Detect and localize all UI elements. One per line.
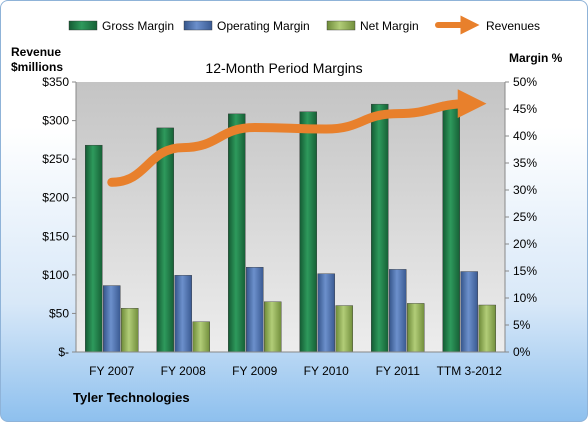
right-tick-label: 45% <box>513 102 537 116</box>
legend-label-operating-margin: Operating Margin <box>217 19 310 33</box>
left-tick-label: $350 <box>42 75 69 89</box>
revenues-trend-line <box>107 89 487 187</box>
legend-swatch-net-margin <box>326 20 356 31</box>
legend-swatch-gross-margin <box>68 20 98 31</box>
left-axis-label-line1: Revenue <box>11 45 61 59</box>
left-tick-label: $50 <box>49 306 69 320</box>
left-tick-label: $150 <box>42 229 69 243</box>
right-tick-label: 10% <box>513 291 537 305</box>
category-label: FY 2010 <box>304 364 349 378</box>
operating-margin-bar-5 <box>389 269 407 353</box>
net-margin-bar-1 <box>121 308 139 353</box>
company-name: Tyler Technologies <box>73 390 190 405</box>
plot-area <box>76 82 505 352</box>
right-tick-label: 20% <box>513 237 537 251</box>
right-tick-label: 0% <box>513 345 531 359</box>
right-tick-label: 25% <box>513 210 537 224</box>
right-tick-label: 5% <box>513 318 531 332</box>
category-label: TTM 3-2012 <box>437 364 503 378</box>
net-margin-bar-3 <box>264 301 282 353</box>
gross-margin-bar-5 <box>371 103 389 353</box>
operating-margin-bar-3 <box>246 267 264 353</box>
net-margin-bar-5 <box>407 303 425 353</box>
legend: Gross Margin Operating Margin Net Margin Re… <box>68 15 540 35</box>
legend-swatch-operating-margin <box>183 20 213 31</box>
right-axis-label: Margin % <box>509 51 563 65</box>
legend-label-gross-margin: Gross Margin <box>102 19 174 33</box>
net-margin-bar-4 <box>335 305 353 353</box>
left-tick-label: $250 <box>42 152 69 166</box>
operating-margin-bar-6 <box>460 271 478 353</box>
net-margin-bar-2 <box>192 321 210 353</box>
left-tick-label: $200 <box>42 191 69 205</box>
right-tick-label: 35% <box>513 156 537 170</box>
operating-margin-bar-4 <box>317 273 335 353</box>
gross-margin-bar-2 <box>156 127 174 353</box>
left-tick-label: $300 <box>42 114 69 128</box>
legend-label-net-margin: Net Margin <box>360 19 419 33</box>
net-margin-bar-6 <box>478 304 496 353</box>
category-label: FY 2007 <box>89 364 134 378</box>
chart-title: 12-Month Period Margins <box>205 60 362 76</box>
operating-margin-bar-2 <box>174 275 192 353</box>
operating-margin-bar-1 <box>103 285 121 353</box>
gross-margin-bar-1 <box>85 144 103 353</box>
left-tick-label: $- <box>58 345 69 359</box>
right-tick-label: 15% <box>513 264 537 278</box>
right-tick-label: 30% <box>513 183 537 197</box>
gross-margin-bar-4 <box>299 111 317 353</box>
category-label: FY 2008 <box>161 364 206 378</box>
category-label: FY 2011 <box>376 364 421 378</box>
left-axis-label-line2: $millions <box>11 60 63 74</box>
right-tick-label: 40% <box>513 129 537 143</box>
right-tick-label: 50% <box>513 75 537 89</box>
category-label: FY 2009 <box>232 364 277 378</box>
gross-margin-bar-3 <box>228 113 246 353</box>
left-tick-label: $100 <box>42 268 69 282</box>
legend-label-revenues: Revenues <box>486 19 540 33</box>
gross-margin-bar-6 <box>442 101 460 353</box>
